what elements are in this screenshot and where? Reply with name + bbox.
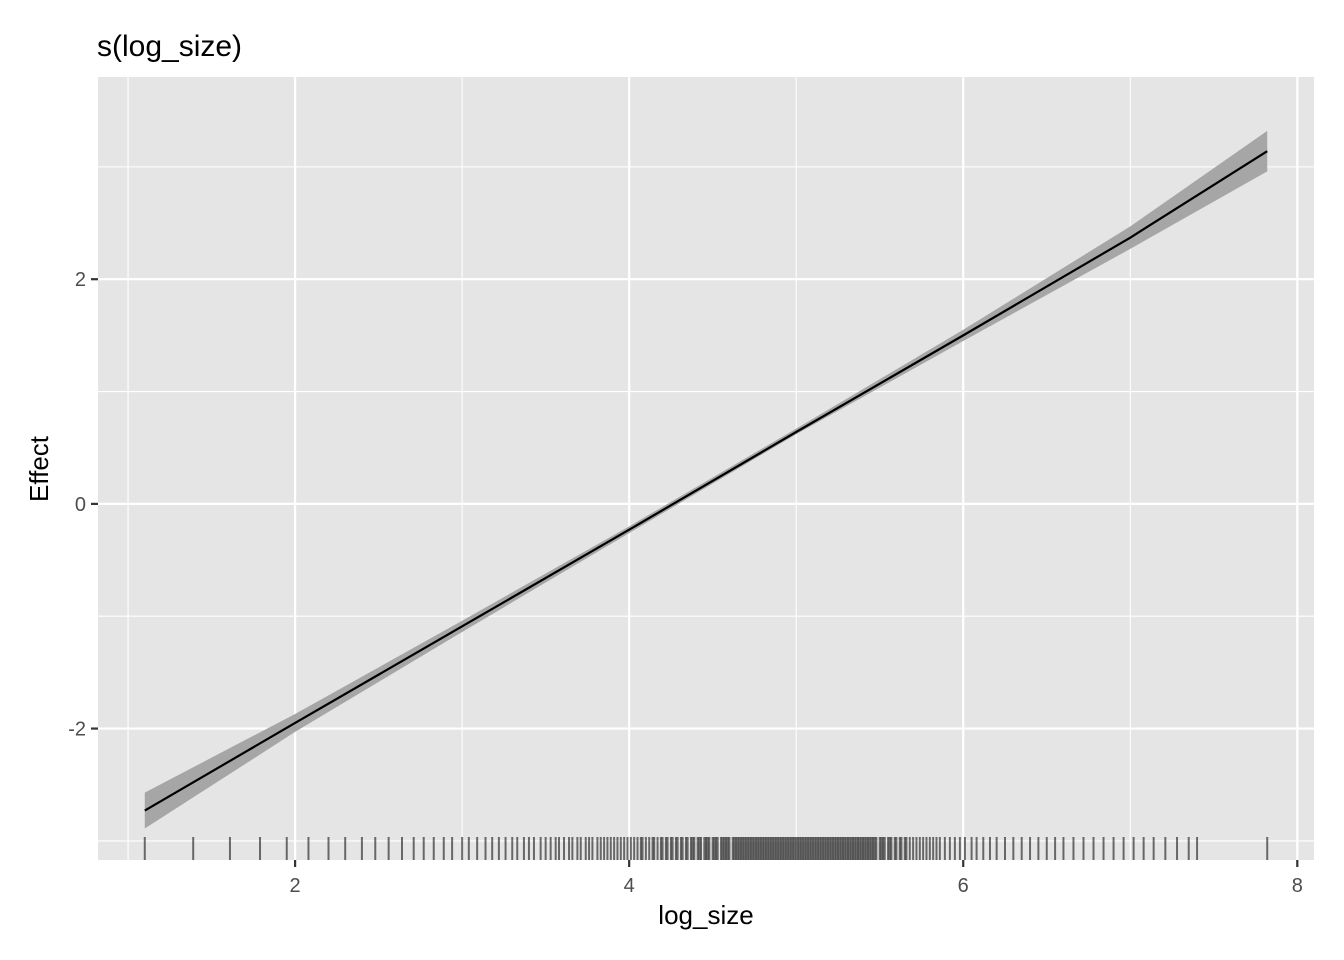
major-gridlines [98, 77, 1314, 860]
y-axis-title: Effect [24, 435, 54, 502]
plot-panel [98, 77, 1314, 860]
x-axis: 2 4 6 8 [290, 860, 1303, 897]
x-axis-title: log_size [658, 900, 753, 930]
y-tick-label: -2 [68, 719, 86, 741]
rug-layer [143, 837, 1269, 860]
y-tick-label: 0 [75, 494, 86, 516]
effect-line [144, 150, 1268, 812]
chart-title: s(log_size) [97, 30, 242, 63]
effect-line-layer [144, 150, 1268, 812]
x-tick-label: 6 [958, 875, 969, 897]
x-tick-label: 2 [290, 875, 301, 897]
x-tick-label: 4 [624, 875, 635, 897]
y-tick-label: 2 [75, 269, 86, 291]
y-axis: -2 0 2 [68, 269, 98, 741]
x-tick-label: 8 [1292, 875, 1303, 897]
